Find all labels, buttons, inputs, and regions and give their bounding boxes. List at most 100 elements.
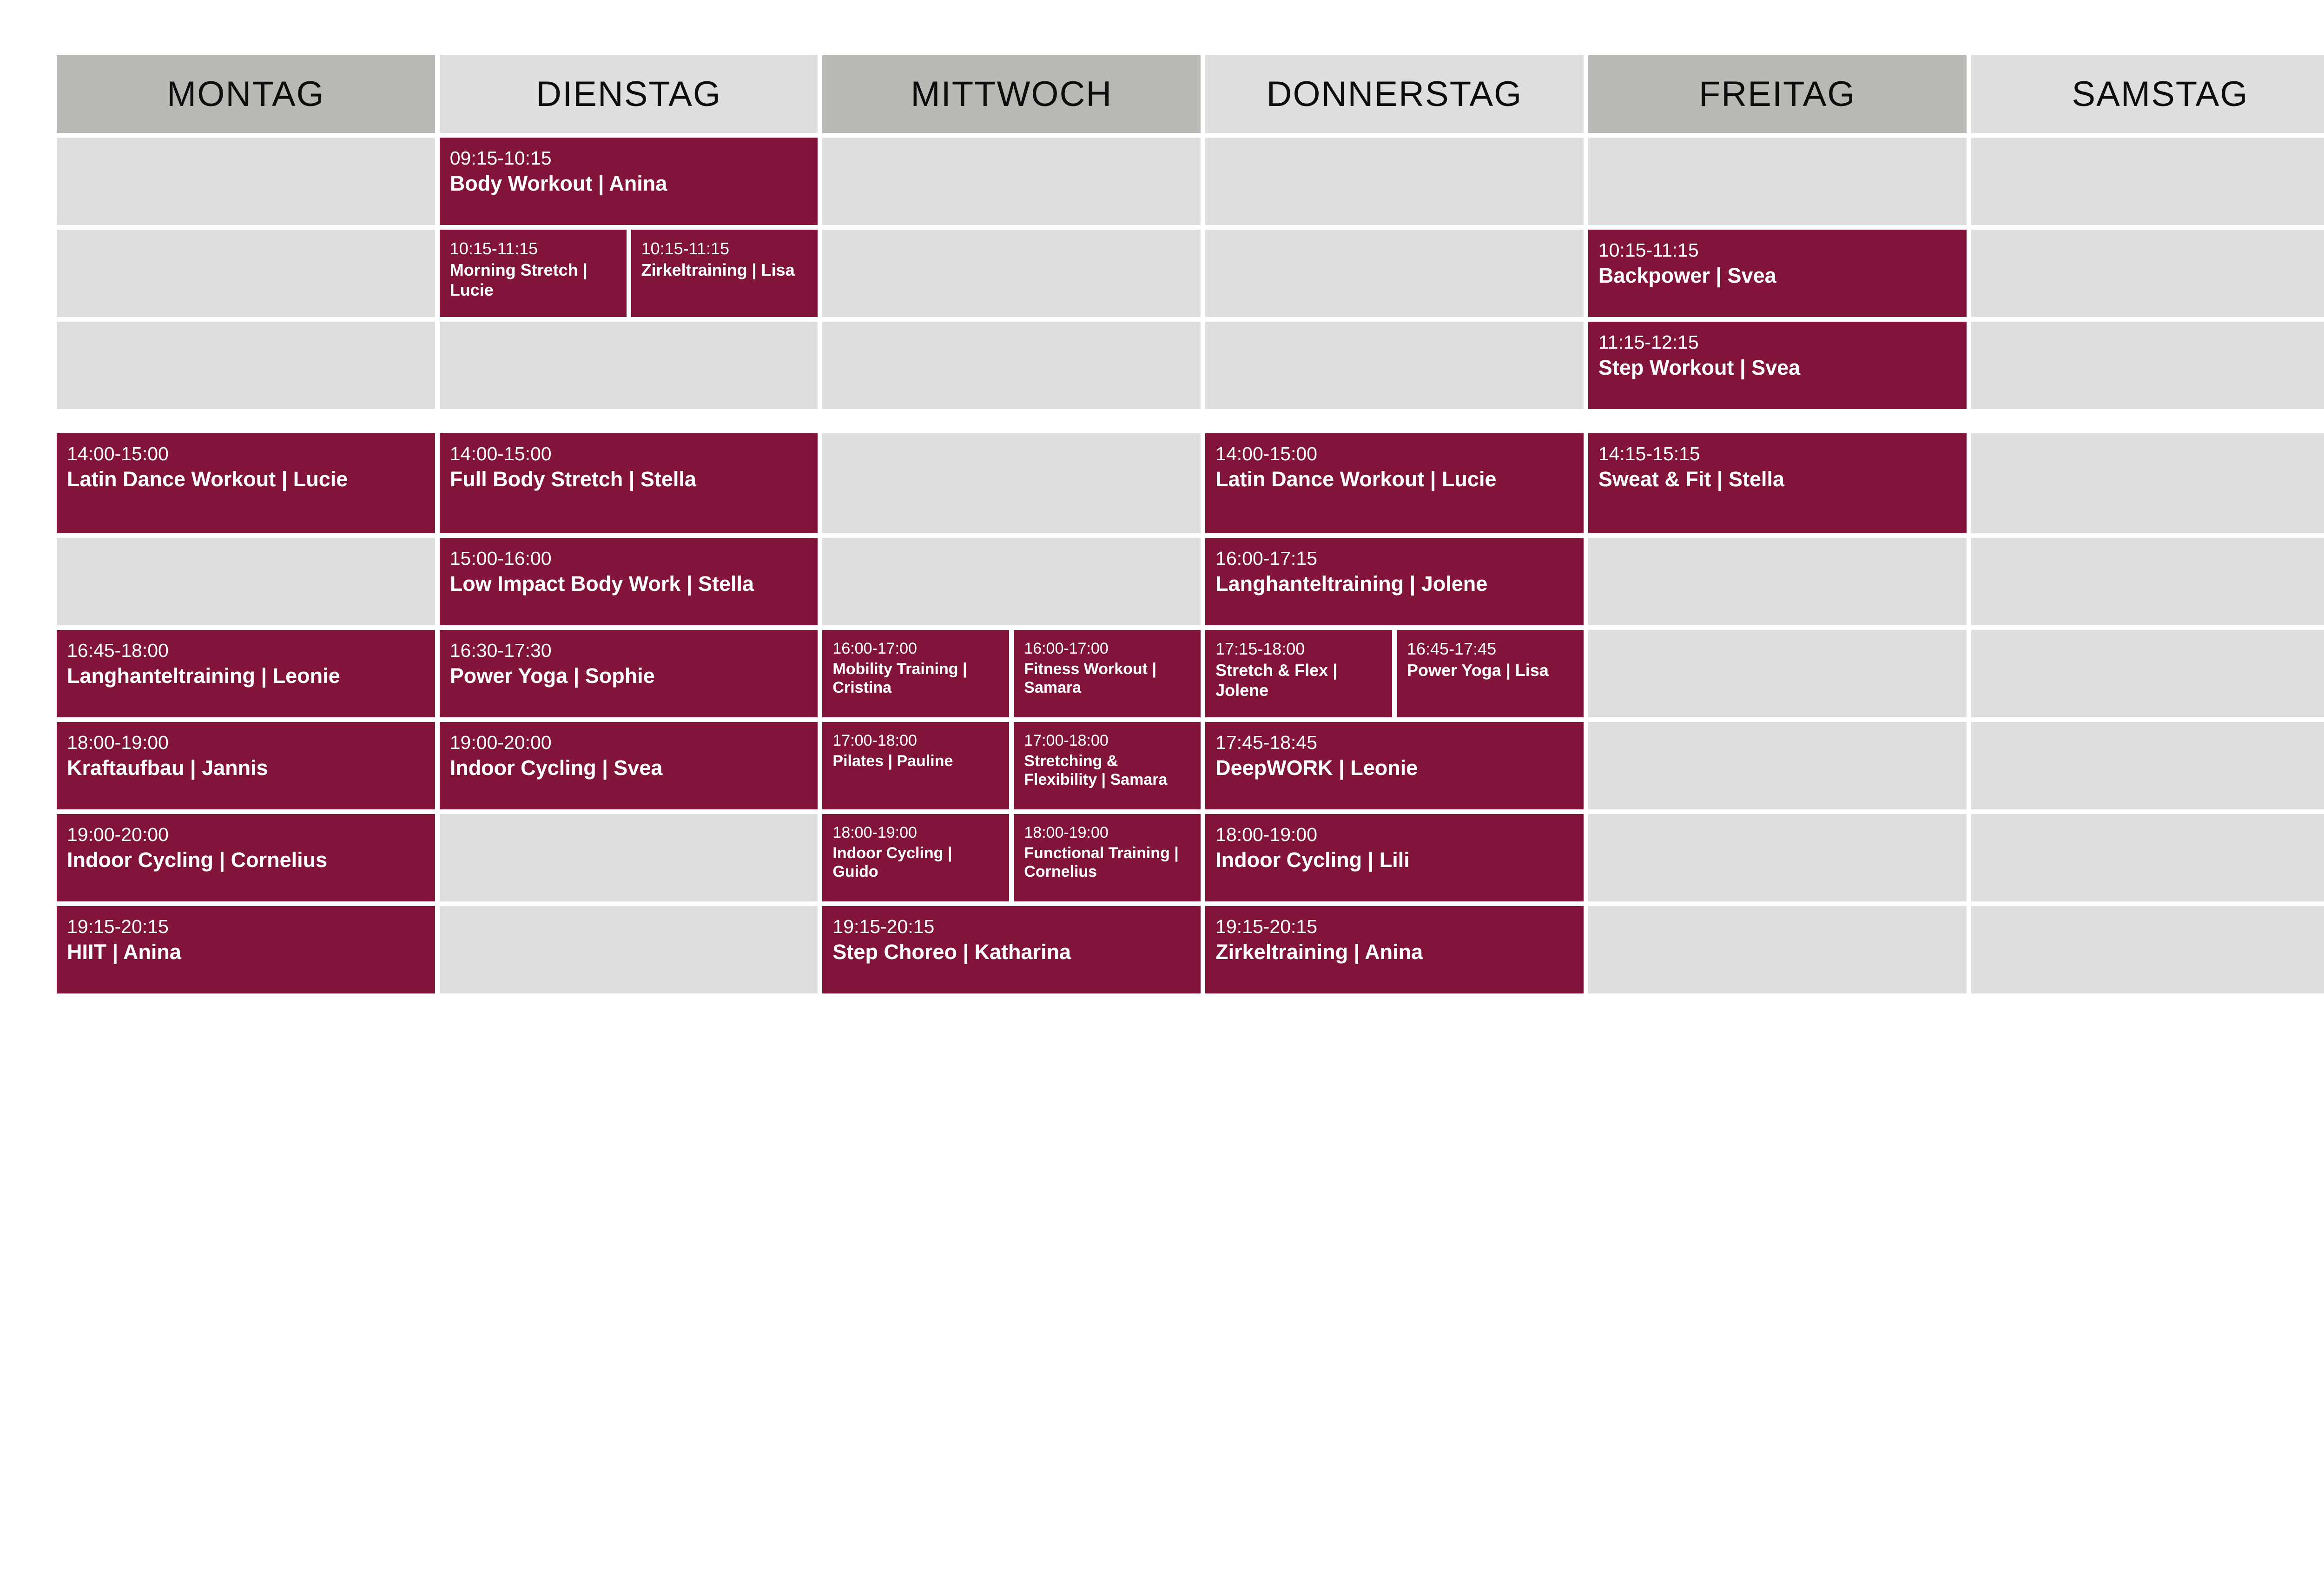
class-time: 14:00-15:00 bbox=[1215, 443, 1317, 464]
class-card[interactable]: 15:00-16:00 Low Impact Body Work | Stell… bbox=[439, 538, 818, 625]
class-card[interactable]: 19:00-20:00 Indoor Cycling | Cornelius bbox=[57, 814, 435, 901]
class-time: 19:00-20:00 bbox=[67, 824, 169, 845]
class-block-latin-dance-donnerstag[interactable]: 14:00-15:00 Latin Dance Workout | Lucie bbox=[1205, 433, 1584, 533]
day-header-donnerstag: DONNERSTAG bbox=[1205, 55, 1584, 133]
class-card[interactable]: 17:45-18:45 DeepWORK | Leonie bbox=[1205, 722, 1584, 809]
class-time: 10:15-11:15 bbox=[449, 239, 538, 258]
class-title: Stretch & Flex | Jolene bbox=[1215, 661, 1338, 700]
class-card-power-yoga-lisa[interactable]: 16:45-17:45 Power Yoga | Lisa bbox=[1396, 630, 1584, 717]
class-block-langhanteltraining-jolene[interactable]: 16:00-17:15 Langhanteltraining | Jolene bbox=[1205, 538, 1584, 625]
class-card[interactable]: 09:15-10:15 Body Workout | Anina bbox=[439, 138, 818, 225]
class-card-fitness-workout[interactable]: 16:00-17:00 Fitness Workout | Samara bbox=[1014, 630, 1201, 717]
class-title: Stretching & Flexibility | Samara bbox=[1024, 752, 1168, 789]
split-container: 17:00-18:00 Pilates | Pauline 17:00-18:0… bbox=[822, 722, 1201, 809]
class-block-step-workout[interactable]: 11:15-12:15 Step Workout | Svea bbox=[1588, 322, 1967, 409]
split-container: 16:00-17:00 Mobility Training | Cristina… bbox=[822, 630, 1201, 717]
class-title: Indoor Cycling | Svea bbox=[449, 756, 663, 780]
class-card[interactable]: 19:15-20:15 Zirkeltraining | Anina bbox=[1205, 906, 1584, 993]
class-time: 18:00-19:00 bbox=[1024, 824, 1109, 841]
slot-montag-empty bbox=[57, 538, 435, 625]
class-card[interactable]: 19:15-20:15 HIIT | Anina bbox=[57, 906, 435, 993]
class-card[interactable]: 16:45-18:00 Langhanteltraining | Leonie bbox=[57, 630, 435, 717]
day-label: DIENSTAG bbox=[536, 74, 721, 114]
slot-samstag-empty bbox=[1971, 722, 2324, 809]
class-block-indoor-cycling-svea[interactable]: 19:00-20:00 Indoor Cycling | Svea bbox=[439, 722, 818, 809]
slot-samstag-empty bbox=[1971, 538, 2324, 625]
split-container: 10:15-11:15 Morning Stretch | Lucie 10:1… bbox=[439, 230, 818, 317]
class-block-indoor-cycling-lili[interactable]: 18:00-19:00 Indoor Cycling | Lili bbox=[1205, 814, 1584, 901]
class-card[interactable]: 14:00-15:00 Latin Dance Workout | Lucie bbox=[1205, 433, 1584, 533]
class-block-step-choreo[interactable]: 19:15-20:15 Step Choreo | Katharina bbox=[822, 906, 1201, 993]
slot-mittwoch-empty bbox=[822, 538, 1201, 625]
class-time: 14:15-15:15 bbox=[1598, 443, 1700, 464]
class-card-stretching-flexibility[interactable]: 17:00-18:00 Stretching & Flexibility | S… bbox=[1014, 722, 1201, 809]
class-card-stretch-and-flex[interactable]: 17:15-18:00 Stretch & Flex | Jolene bbox=[1205, 630, 1392, 717]
slot-mittwoch-empty bbox=[822, 433, 1201, 533]
class-card-pilates[interactable]: 17:00-18:00 Pilates | Pauline bbox=[822, 722, 1010, 809]
class-block-sweat-and-fit[interactable]: 14:15-15:15 Sweat & Fit | Stella bbox=[1588, 433, 1967, 533]
class-time: 17:15-18:00 bbox=[1215, 639, 1305, 658]
class-time: 16:30-17:30 bbox=[449, 640, 552, 661]
class-card[interactable]: 19:00-20:00 Indoor Cycling | Svea bbox=[439, 722, 818, 809]
class-time: 17:00-18:00 bbox=[1024, 732, 1109, 749]
slot-samstag-empty bbox=[1971, 322, 2324, 409]
slot-freitag-empty bbox=[1588, 722, 1967, 809]
class-card[interactable]: 11:15-12:15 Step Workout | Svea bbox=[1588, 322, 1967, 409]
class-block-full-body-stretch[interactable]: 14:00-15:00 Full Body Stretch | Stella bbox=[439, 433, 818, 533]
class-card[interactable]: 18:00-19:00 Indoor Cycling | Lili bbox=[1205, 814, 1584, 901]
schedule-row-afternoon-1: 14:00-15:00 Latin Dance Workout | Lucie … bbox=[57, 433, 2324, 533]
class-card-morning-stretch[interactable]: 10:15-11:15 Morning Stretch | Lucie bbox=[439, 230, 627, 317]
class-card-indoor-cycling-guido[interactable]: 18:00-19:00 Indoor Cycling | Guido bbox=[822, 814, 1010, 901]
class-card[interactable]: 18:00-19:00 Kraftaufbau | Jannis bbox=[57, 722, 435, 809]
class-title: Backpower | Svea bbox=[1598, 264, 1776, 288]
class-block-zirkeltraining-anina[interactable]: 19:15-20:15 Zirkeltraining | Anina bbox=[1205, 906, 1584, 993]
class-block-hiit[interactable]: 19:15-20:15 HIIT | Anina bbox=[57, 906, 435, 993]
class-block-mittwoch-split: 16:00-17:00 Mobility Training | Cristina… bbox=[822, 630, 1201, 717]
class-block-kraftaufbau[interactable]: 18:00-19:00 Kraftaufbau | Jannis bbox=[57, 722, 435, 809]
slot-dienstag-empty bbox=[439, 906, 818, 993]
class-block-body-workout[interactable]: 09:15-10:15 Body Workout | Anina bbox=[439, 138, 818, 225]
class-block-latin-dance-montag[interactable]: 14:00-15:00 Latin Dance Workout | Lucie bbox=[57, 433, 435, 533]
class-title: Power Yoga | Lisa bbox=[1406, 661, 1549, 680]
class-block-backpower[interactable]: 10:15-11:15 Backpower | Svea bbox=[1588, 230, 1967, 317]
weekday-header-row: MONTAG DIENSTAG MITTWOCH DONNERSTAG FREI… bbox=[57, 55, 2324, 133]
slot-freitag-empty bbox=[1588, 630, 1967, 717]
class-title: Zirkeltraining | Anina bbox=[1215, 940, 1423, 964]
class-block-low-impact-body-work[interactable]: 15:00-16:00 Low Impact Body Work | Stell… bbox=[439, 538, 818, 625]
class-card[interactable]: 14:00-15:00 Full Body Stretch | Stella bbox=[439, 433, 818, 533]
class-card[interactable]: 16:30-17:30 Power Yoga | Sophie bbox=[439, 630, 818, 717]
class-card-zirkeltraining[interactable]: 10:15-11:15 Zirkeltraining | Lisa bbox=[631, 230, 818, 317]
schedule-row-morning-3: 11:15-12:15 Step Workout | Svea bbox=[57, 322, 2324, 409]
schedule-row-afternoon-6: 19:15-20:15 HIIT | Anina 19:15-20:15 Ste… bbox=[57, 906, 2324, 993]
class-title: Low Impact Body Work | Stella bbox=[449, 572, 754, 596]
slot-montag-empty bbox=[57, 230, 435, 317]
class-block-indoor-cycling-cornelius[interactable]: 19:00-20:00 Indoor Cycling | Cornelius bbox=[57, 814, 435, 901]
class-card-mobility-training[interactable]: 16:00-17:00 Mobility Training | Cristina bbox=[822, 630, 1010, 717]
class-time: 18:00-19:00 bbox=[67, 732, 169, 753]
class-card-functional-training[interactable]: 18:00-19:00 Functional Training | Cornel… bbox=[1014, 814, 1201, 901]
day-header-dienstag: DIENSTAG bbox=[439, 55, 818, 133]
schedule-grid: MONTAG DIENSTAG MITTWOCH DONNERSTAG FREI… bbox=[57, 55, 2324, 993]
day-header-freitag: FREITAG bbox=[1588, 55, 1967, 133]
day-header-montag: MONTAG bbox=[57, 55, 435, 133]
class-time: 16:00-17:15 bbox=[1215, 548, 1317, 569]
schedule-row-morning-2: 10:15-11:15 Morning Stretch | Lucie 10:1… bbox=[57, 230, 2324, 317]
class-card[interactable]: 19:15-20:15 Step Choreo | Katharina bbox=[822, 906, 1201, 993]
class-title: Sweat & Fit | Stella bbox=[1598, 467, 1785, 491]
slot-samstag-empty bbox=[1971, 138, 2324, 225]
day-label: MITTWOCH bbox=[911, 74, 1113, 114]
class-time: 16:00-17:00 bbox=[1024, 640, 1109, 657]
schedule-row-afternoon-2: 15:00-16:00 Low Impact Body Work | Stell… bbox=[57, 538, 2324, 625]
class-block-deepwork[interactable]: 17:45-18:45 DeepWORK | Leonie bbox=[1205, 722, 1584, 809]
schedule-row-afternoon-3: 16:45-18:00 Langhanteltraining | Leonie … bbox=[57, 630, 2324, 717]
class-title: DeepWORK | Leonie bbox=[1215, 756, 1418, 780]
class-block-langhanteltraining-leonie[interactable]: 16:45-18:00 Langhanteltraining | Leonie bbox=[57, 630, 435, 717]
class-card[interactable]: 14:15-15:15 Sweat & Fit | Stella bbox=[1588, 433, 1967, 533]
day-label: SAMSTAG bbox=[2072, 74, 2249, 114]
class-block-power-yoga-sophie[interactable]: 16:30-17:30 Power Yoga | Sophie bbox=[439, 630, 818, 717]
class-card[interactable]: 10:15-11:15 Backpower | Svea bbox=[1588, 230, 1967, 317]
class-card[interactable]: 16:00-17:15 Langhanteltraining | Jolene bbox=[1205, 538, 1584, 625]
class-card[interactable]: 14:00-15:00 Latin Dance Workout | Lucie bbox=[57, 433, 435, 533]
class-title: Power Yoga | Sophie bbox=[449, 664, 655, 688]
slot-samstag-empty bbox=[1971, 630, 2324, 717]
